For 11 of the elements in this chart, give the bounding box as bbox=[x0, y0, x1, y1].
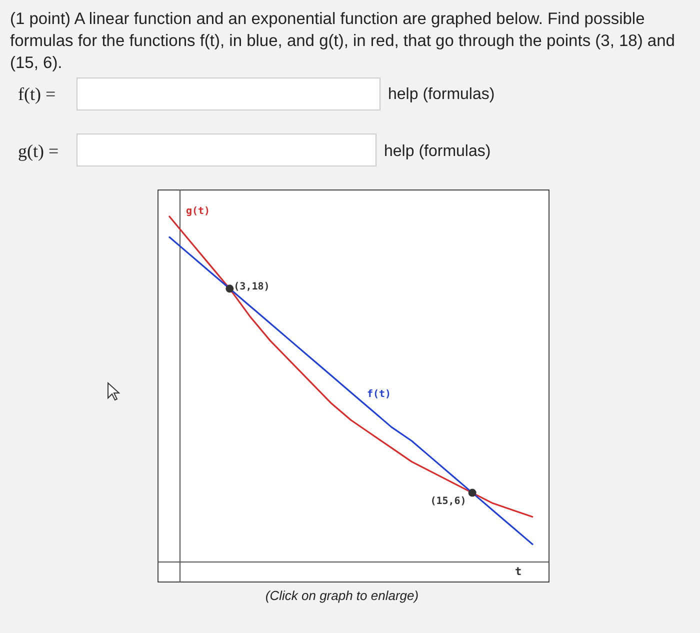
text: g(t) = bbox=[18, 141, 59, 161]
series-label: f(t) bbox=[367, 389, 392, 400]
text: f(t) = bbox=[18, 84, 56, 104]
text: (Click on graph to enlarge) bbox=[265, 588, 419, 603]
annotation: (3,18) bbox=[234, 282, 270, 293]
text: help (formulas) bbox=[388, 86, 495, 103]
chart-title: (1 point) A linear function and an exponential function are graphed below. Find possible formulas for the functions f(t), in blue, and g(t), in red, that go through the points (3, 18) and (15, 6). bbox=[10, 10, 675, 72]
text: help (formulas) bbox=[384, 143, 491, 160]
x-axis-title: t bbox=[515, 565, 522, 578]
series-label: g(t) bbox=[186, 206, 210, 217]
annotation: (15,6) bbox=[430, 496, 466, 507]
